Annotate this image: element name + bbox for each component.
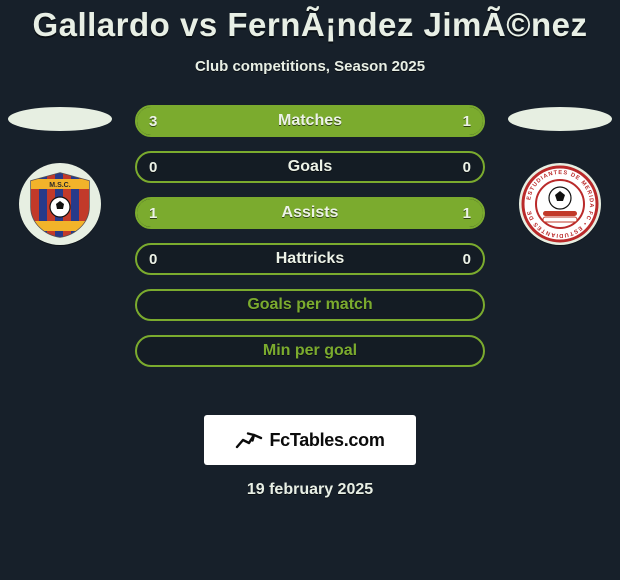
stat-value-left: 1 [149,199,157,227]
stat-value-left: 3 [149,107,157,135]
left-side: M.S.C. [0,105,120,245]
stat-label: Matches [278,112,342,130]
left-player-ellipse [8,107,112,131]
left-club-badge: M.S.C. [19,163,101,245]
stat-label: Goals [288,158,332,176]
stat-label: Hattricks [276,250,344,268]
stat-row-empty: Min per goal [135,335,485,367]
stat-value-right: 1 [463,107,471,135]
stat-value-right: 0 [463,153,471,181]
comparison-rows: 3 1 Matches 0 0 Goals 1 1 Assists 0 0 Hattricks Goal… [135,105,485,367]
stat-value-right: 1 [463,199,471,227]
comparison-block: M.S.C. ESTUDIANTES DE MERIDA FC • ESTUDI… [0,105,620,405]
stat-row: 0 0 Hattricks [135,243,485,275]
stat-row-empty: Goals per match [135,289,485,321]
left-club-badge-icon: M.S.C. [25,169,95,239]
stat-fill-left [137,107,397,135]
right-club-badge-icon: ESTUDIANTES DE MERIDA FC • ESTUDIANTES D… [521,165,599,243]
stat-row: 3 1 Matches [135,105,485,137]
stat-value-left: 0 [149,245,157,273]
left-badge-initials: M.S.C. [49,182,70,189]
stat-row: 1 1 Assists [135,197,485,229]
logo-chart-icon [235,429,263,451]
stat-value-right: 0 [463,245,471,273]
stat-value-left: 0 [149,153,157,181]
right-club-badge: ESTUDIANTES DE MERIDA FC • ESTUDIANTES D… [519,163,601,245]
logo-text: FcTables.com [269,430,384,451]
page-subtitle: Club competitions, Season 2025 [195,58,425,75]
stat-label: Goals per match [247,296,372,314]
stat-label: Assists [282,204,339,222]
page-title: Gallardo vs FernÃ¡ndez JimÃ©nez [32,6,587,44]
stat-label: Min per goal [263,342,357,360]
date-text: 19 february 2025 [247,481,373,499]
site-logo: FcTables.com [204,415,416,465]
stat-row: 0 0 Goals [135,151,485,183]
right-player-ellipse [508,107,612,131]
right-side: ESTUDIANTES DE MERIDA FC • ESTUDIANTES D… [500,105,620,245]
